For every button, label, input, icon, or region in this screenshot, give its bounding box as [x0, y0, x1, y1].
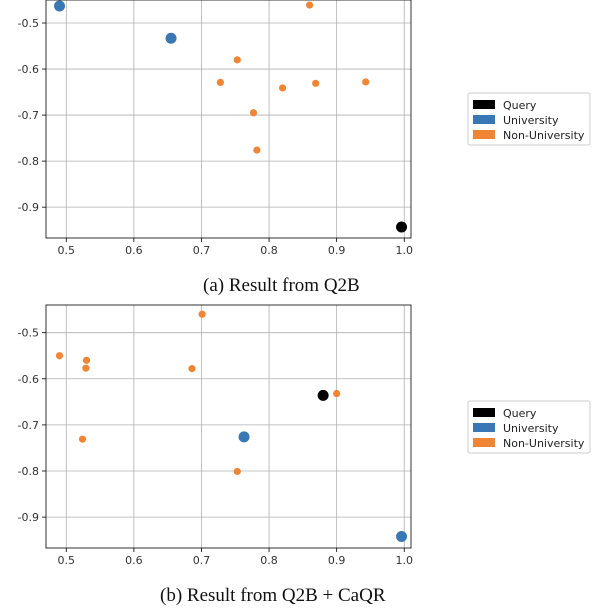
x-tick-label: 0.7 [193, 554, 211, 567]
y-tick-label: -0.8 [18, 465, 39, 478]
legend-a: Query University Non-University [467, 92, 591, 146]
point-non-university [278, 84, 287, 92]
y-tick-label: -0.6 [18, 373, 39, 386]
point-non-university [362, 78, 370, 86]
chart-panel-a: 0.5 0.6 0.7 0.8 0.9 1.0 -0.5 -0.6 -0.7 -0.8 -0.9 [18, 0, 413, 257]
legend-label: Query [503, 99, 537, 112]
legend-swatch [473, 408, 495, 417]
caption-a: (a) Result from Q2B [203, 275, 360, 296]
point-non-university [233, 467, 241, 476]
legend-swatch [473, 115, 495, 124]
legend-b: Query University Non-University [467, 400, 591, 454]
legend-label: Non-University [503, 129, 585, 142]
x-tick-label: 0.9 [328, 554, 346, 567]
x-tick-label: 0.8 [260, 554, 278, 567]
plot-frame [45, 304, 412, 549]
legend-label: University [503, 422, 559, 435]
x-tick-label: 0.6 [125, 554, 143, 567]
point-query [317, 389, 329, 401]
point-non-university [82, 364, 90, 372]
y-tick-label: -0.7 [18, 419, 39, 432]
x-tick-label: 1.0 [395, 244, 413, 257]
point-university [165, 32, 177, 44]
y-tick-label: -0.8 [18, 155, 39, 168]
point-university [54, 0, 66, 12]
point-non-university [253, 146, 261, 154]
point-non-university [198, 310, 206, 318]
legend-swatch [473, 423, 495, 432]
y-tick-label: -0.5 [18, 17, 39, 30]
y-tick-label: -0.5 [18, 327, 39, 340]
chart-panel-b: 0.5 0.6 0.7 0.8 0.9 1.0 -0.5 -0.6 -0.7 -0.8 -0.9 [18, 304, 413, 567]
x-tick-label: 0.7 [193, 244, 211, 257]
x-tick-label: 0.6 [125, 244, 143, 257]
x-tick-label: 0.5 [58, 554, 76, 567]
plot-frame [45, 0, 412, 239]
caption-b: (b) Result from Q2B + CaQR [160, 585, 386, 606]
point-non-university [249, 109, 258, 117]
x-tick-label: 0.9 [328, 244, 346, 257]
legend-box [467, 92, 591, 146]
point-university [396, 530, 408, 542]
y-tick-label: -0.7 [18, 109, 39, 122]
point-non-university [78, 435, 87, 443]
point-non-university [55, 352, 64, 360]
legend-swatch [473, 130, 495, 139]
point-query [396, 221, 408, 233]
y-tick-label: -0.9 [18, 201, 39, 214]
x-tick-label: 0.5 [58, 244, 76, 257]
y-tick-label: -0.6 [18, 63, 39, 76]
legend-swatch [473, 438, 495, 447]
legend-box [467, 400, 591, 454]
y-tick-label: -0.9 [18, 511, 39, 524]
legend-label: University [503, 114, 559, 127]
point-non-university [312, 79, 320, 87]
point-non-university [333, 389, 341, 398]
legend-label: Non-University [503, 437, 585, 450]
point-university [238, 431, 250, 443]
x-tick-label: 1.0 [395, 554, 413, 567]
point-non-university [216, 78, 224, 87]
x-tick-label: 0.8 [260, 244, 278, 257]
point-non-university [306, 1, 314, 9]
legend-swatch [473, 100, 495, 109]
point-non-university [188, 365, 196, 373]
point-non-university [233, 56, 241, 64]
legend-label: Query [503, 407, 537, 420]
point-non-university [82, 356, 91, 364]
